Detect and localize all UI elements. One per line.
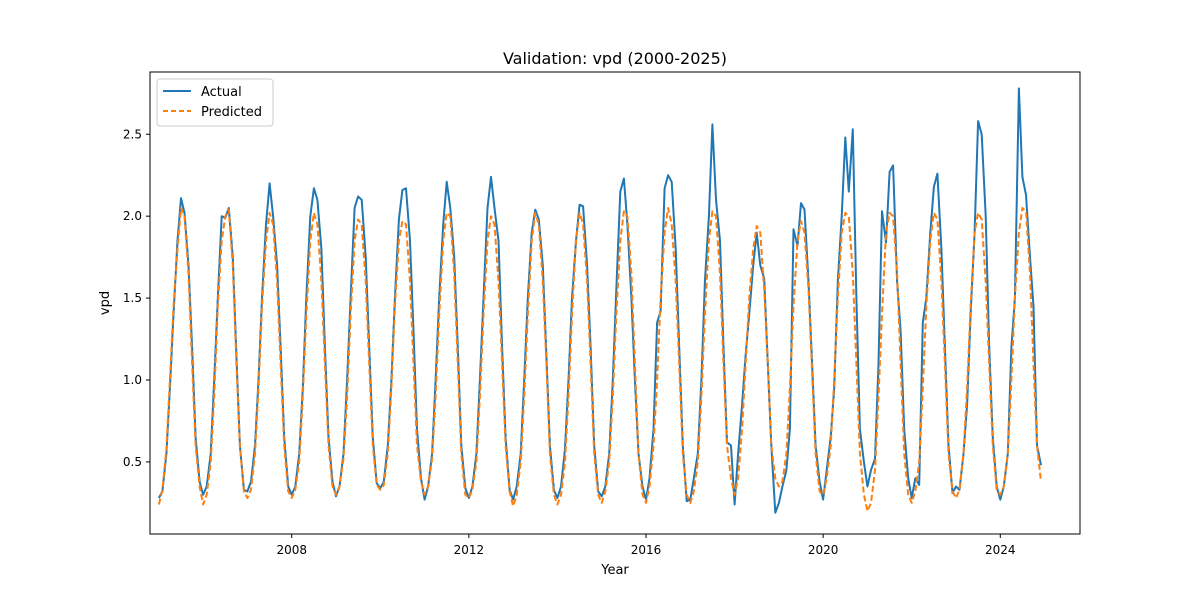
y-axis-label: vpd	[98, 291, 113, 315]
y-tick-label: 2.0	[123, 209, 142, 223]
series-line-actual	[158, 87, 1042, 514]
x-tick-label: 2024	[985, 543, 1016, 557]
x-tick-label: 2012	[454, 543, 485, 557]
x-tick-label: 2016	[631, 543, 662, 557]
x-axis: 2008 2012 2016 2020 2024	[276, 534, 1016, 557]
y-tick-label: 0.5	[123, 455, 142, 469]
x-tick-label: 2020	[808, 543, 839, 557]
legend: Actual Predicted	[156, 78, 274, 127]
series-line-predicted	[157, 207, 1042, 513]
y-tick-label: 1.0	[123, 373, 142, 387]
y-axis: 0.5 1.0 1.5 2.0 2.5	[123, 127, 150, 469]
y-tick-label: 1.5	[123, 291, 142, 305]
plot-area-frame	[149, 71, 1081, 535]
legend-label-actual: Actual	[201, 85, 242, 100]
plot-lines	[157, 87, 1042, 514]
legend-label-predicted: Predicted	[201, 105, 262, 120]
x-axis-label: Year	[600, 563, 629, 578]
y-tick-label: 2.5	[123, 127, 142, 141]
chart-title: Validation: vpd (2000-2025)	[503, 49, 727, 68]
x-tick-label: 2008	[276, 543, 307, 557]
